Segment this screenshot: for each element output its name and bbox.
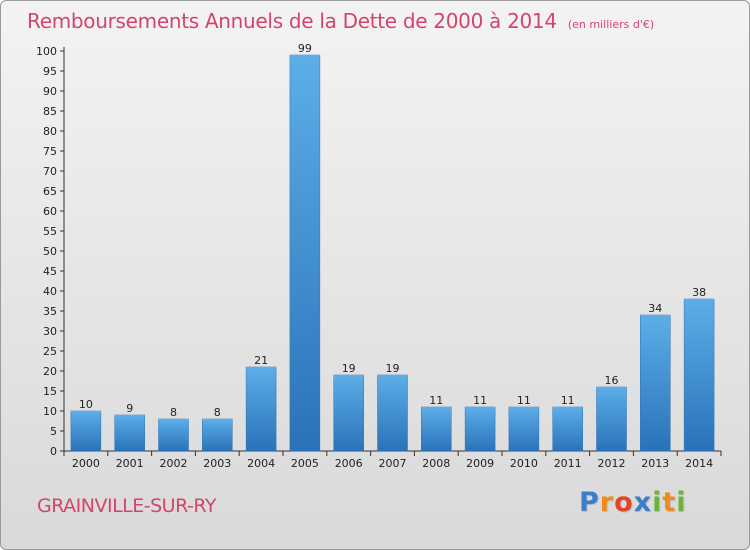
data-label-2006: 19 <box>342 362 356 375</box>
bar-2014 <box>683 298 715 452</box>
x-axis: 2000 2001 2002 2003 2004 2005 2006 2007 2008 2009… <box>60 450 722 470</box>
bar-2013 <box>640 314 671 452</box>
y-tick-label: 100 <box>36 45 57 58</box>
y-tick-label: 45 <box>43 265 57 278</box>
y-tick-label: 10 <box>43 405 57 418</box>
bar-highlight <box>552 407 583 409</box>
data-label-2011: 11 <box>561 394 575 407</box>
data-label-2002: 8 <box>170 406 177 419</box>
data-label-2010: 11 <box>517 394 531 407</box>
y-tick-label: 0 <box>50 445 57 458</box>
x-tick-label: 2002 <box>160 457 188 470</box>
y-tick-label: 5 <box>50 425 57 438</box>
logo-letter: x <box>633 487 653 518</box>
y-tick-label: 65 <box>43 185 57 198</box>
x-tick-label: 2008 <box>422 457 450 470</box>
y-tick-label: 85 <box>43 105 57 118</box>
bar-highlight <box>70 411 101 413</box>
y-tick-label: 50 <box>43 245 57 258</box>
logo-letter: r <box>599 487 615 518</box>
bar-highlight <box>465 407 496 409</box>
y-tick-label: 55 <box>43 225 57 238</box>
y-tick-label: 40 <box>43 285 57 298</box>
data-label-2005: 99 <box>298 42 312 55</box>
bar-2004 <box>245 366 277 452</box>
bar-2009 <box>464 406 496 452</box>
bar-highlight <box>684 299 715 301</box>
x-tick-label: 2013 <box>641 457 669 470</box>
commune-name: GRAINVILLE-SUR-RY <box>37 495 216 517</box>
x-tick-label: 2001 <box>116 457 144 470</box>
x-tick-label: 2011 <box>554 457 582 470</box>
bar-2000 <box>70 410 102 452</box>
x-tick-label: 2014 <box>685 457 713 470</box>
x-tick-label: 2009 <box>466 457 494 470</box>
y-tick-label: 95 <box>43 65 57 78</box>
logo-letter: i <box>652 487 663 518</box>
data-label-2013: 34 <box>648 302 662 315</box>
y-tick-label: 90 <box>43 85 57 98</box>
bar-2001 <box>114 414 145 452</box>
chart-title: Remboursements Annuels de la Dette de 20… <box>27 9 557 33</box>
y-tick-label: 80 <box>43 125 57 138</box>
bar-highlight <box>289 55 320 57</box>
x-tick-label: 2006 <box>335 457 363 470</box>
data-label-2000: 10 <box>79 398 93 411</box>
x-tick-label: 2005 <box>291 457 319 470</box>
bar-highlight <box>333 375 364 377</box>
bar-highlight <box>508 407 539 409</box>
bar-2008 <box>421 406 452 452</box>
x-tick-label: 2007 <box>379 457 407 470</box>
x-tick-label: 2010 <box>510 457 538 470</box>
y-tick-label: 35 <box>43 305 57 318</box>
bar-2011 <box>552 406 583 452</box>
bar-2006 <box>333 374 364 452</box>
bar-highlight <box>421 407 452 409</box>
bar-highlight <box>202 419 233 421</box>
bar-2005 <box>289 54 321 452</box>
y-tick-label: 30 <box>43 325 57 338</box>
logo-letter: o <box>614 487 634 518</box>
y-axis: 0 5 10 15 20 25 30 35 40 45 50 55 60 65 70 75 80 85 90 95 10… <box>36 45 65 458</box>
logo-letter: P <box>579 487 600 518</box>
data-label-2007: 19 <box>386 362 400 375</box>
bar-2010 <box>508 406 540 452</box>
x-tick-label: 2003 <box>203 457 231 470</box>
x-tick-label: 2012 <box>598 457 626 470</box>
logo-letter: t <box>662 487 677 518</box>
data-label-2014: 38 <box>692 286 706 299</box>
bar-highlight <box>596 387 627 389</box>
y-tick-label: 70 <box>43 165 57 178</box>
bars-group <box>70 54 715 452</box>
bar-highlight <box>158 419 189 421</box>
y-tick-label: 25 <box>43 345 57 358</box>
chart-subtitle: (en milliers d'€) <box>567 18 655 31</box>
data-label-2009: 11 <box>473 394 487 407</box>
data-label-2001: 9 <box>126 402 133 415</box>
bar-highlight <box>640 315 671 317</box>
data-labels-group: 10 9 8 8 21 99 19 19 11 11 11 11 16 34 38 <box>79 42 706 419</box>
bar-2002 <box>158 418 189 452</box>
bar-highlight <box>377 375 408 377</box>
data-label-2004: 21 <box>254 354 268 367</box>
data-label-2008: 11 <box>429 394 443 407</box>
x-tick-label: 2004 <box>247 457 275 470</box>
chart-title-block: Remboursements Annuels de la Dette de 20… <box>27 9 654 33</box>
bar-highlight <box>114 415 145 417</box>
y-tick-label: 75 <box>43 145 57 158</box>
proxiti-logo[interactable]: Proxiti <box>579 487 687 518</box>
y-tick-label: 15 <box>43 385 57 398</box>
y-tick-label: 20 <box>43 365 57 378</box>
bar-2007 <box>377 374 408 452</box>
logo-letter: i <box>676 487 687 518</box>
bar-2012 <box>596 386 627 452</box>
data-label-2003: 8 <box>214 406 221 419</box>
bar-highlight <box>246 367 277 369</box>
bar-2003 <box>202 418 233 452</box>
x-tick-label: 2000 <box>72 457 100 470</box>
data-label-2012: 16 <box>605 374 619 387</box>
y-tick-label: 60 <box>43 205 57 218</box>
